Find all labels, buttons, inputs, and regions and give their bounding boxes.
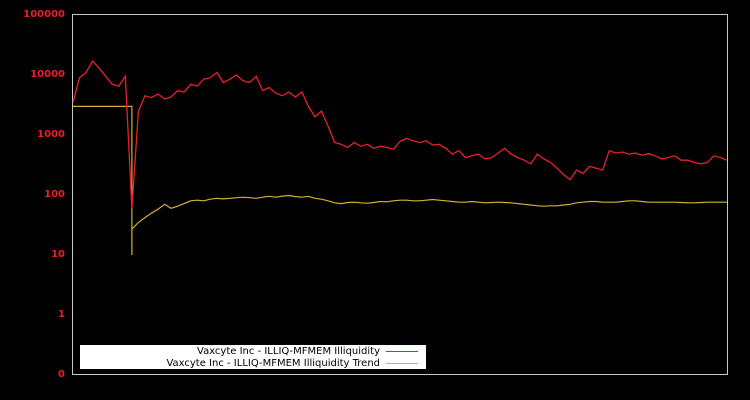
plot-frame (72, 14, 728, 375)
y-tick-label: 1000 (37, 129, 65, 140)
y-tick-label: 1 (58, 309, 65, 320)
trend-line (73, 105, 727, 255)
legend-label: Vaxcyte Inc - ILLIQ-MFMEM Illiquidity Tr… (166, 357, 380, 369)
legend-swatch-red (386, 350, 418, 352)
legend-swatch-yellow (386, 362, 418, 364)
illiquidity-line (72, 60, 728, 209)
legend-label: Vaxcyte Inc - ILLIQ-MFMEM Illiquidity (197, 345, 380, 357)
y-tick-label: 100 (44, 189, 65, 200)
y-tick-label: 10000 (30, 69, 65, 80)
legend: Vaxcyte Inc - ILLIQ-MFMEM Illiquidity Va… (80, 345, 426, 369)
y-tick-label: 100000 (23, 9, 65, 20)
y-tick-label: 0 (58, 369, 65, 380)
legend-item-illiquidity: Vaxcyte Inc - ILLIQ-MFMEM Illiquidity (197, 345, 418, 357)
y-tick-label: 10 (51, 249, 65, 260)
legend-item-trend: Vaxcyte Inc - ILLIQ-MFMEM Illiquidity Tr… (166, 357, 418, 369)
